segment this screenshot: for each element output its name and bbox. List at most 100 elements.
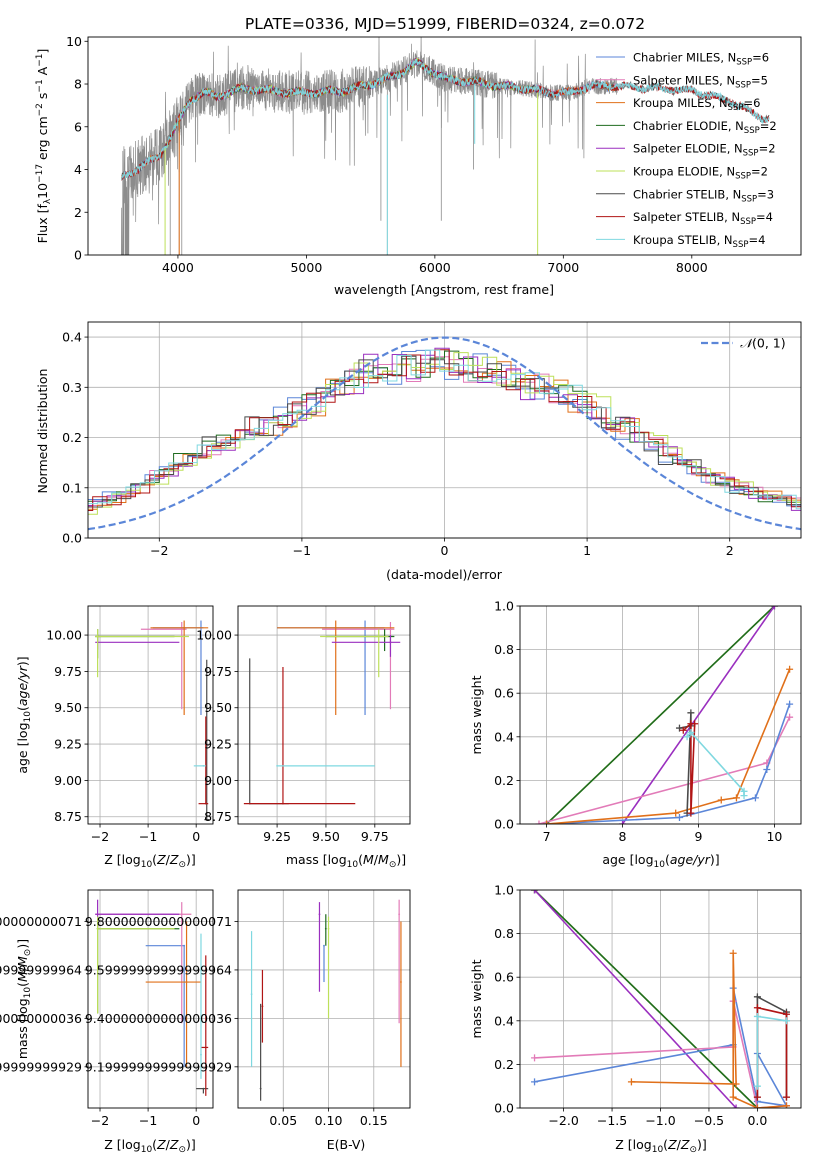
weight-marker	[753, 1082, 761, 1090]
x-tick-label: 1	[583, 543, 591, 558]
weight-line	[756, 1015, 787, 1087]
weight-marker	[786, 700, 794, 708]
weight-line	[546, 703, 791, 824]
data-point	[200, 1053, 202, 1056]
weight-marker	[770, 606, 778, 610]
x-axis-label: Z [log10(Z/Z⊙)]	[615, 1137, 707, 1155]
legend-tail: =3	[757, 187, 774, 201]
x-tick-label: −2	[150, 543, 168, 558]
y-axis-label: Flux [fλ10−17 erg cm−2 s−1 A−1]	[35, 49, 53, 244]
y-axis-label: age [log10(age/yr)]	[15, 656, 33, 773]
age-vs-metallicity-panel: −2 −1 0 8.75 9.00 9.25 9.50 9.75 10.00 Z [log10(Z…	[15, 605, 214, 870]
data-point	[261, 1005, 264, 1008]
data-point	[324, 927, 327, 930]
legend-name: Chabrier STELIB, N	[633, 187, 741, 201]
model-spectrum	[120, 58, 770, 181]
y-tick-label: 8	[74, 77, 82, 92]
data-point	[318, 913, 321, 916]
legend-tail: =4	[756, 210, 773, 224]
data-point	[334, 626, 337, 629]
weight-marker	[729, 949, 737, 957]
legend-label: Kroupa MILES, NSSP=6	[633, 96, 760, 113]
y-tick-label: 9.80000000000000071	[0, 914, 82, 929]
gaussian-curve	[88, 336, 801, 531]
weight-marker	[531, 1078, 539, 1086]
y-tick-label: 0.0	[494, 817, 514, 832]
weight-marker	[782, 1010, 790, 1018]
weight-marker	[675, 724, 683, 732]
x-tick-label: 6000	[419, 260, 451, 275]
legend-label: 𝒩(0, 1)	[740, 336, 786, 351]
weight-marker	[531, 1054, 539, 1062]
data-point	[180, 628, 183, 631]
y-tick-label: 9.00	[204, 773, 232, 788]
y-axis-label: mass weight	[469, 959, 484, 1038]
plot-area	[535, 606, 794, 824]
data-point	[96, 635, 99, 638]
legend-name: Chabrier MILES, N	[633, 51, 736, 65]
legend-sub: SSP	[728, 103, 744, 113]
weight-marker	[732, 1080, 740, 1088]
histogram-series	[88, 356, 801, 507]
histogram-series	[88, 355, 801, 508]
x-tick-label: 0	[441, 543, 449, 558]
data-point	[282, 802, 284, 805]
y-tick-label: 10	[66, 34, 82, 49]
y-tick-label: 0.6	[494, 970, 514, 985]
y-tick-label: 9.19999999999999929	[85, 1059, 232, 1074]
y-tick-label: 9.50	[204, 700, 232, 715]
x-tick-label: 7000	[547, 260, 579, 275]
x-tick-label: 0.10	[315, 1113, 343, 1128]
x-tick-label: −2	[91, 829, 109, 844]
data-point	[400, 981, 402, 983]
weight-marker	[717, 796, 725, 804]
weight-marker	[753, 1104, 761, 1108]
x-tick-label: 0.15	[360, 1113, 388, 1128]
legend-name: Salpeter ELODIE, N	[633, 142, 743, 156]
data-point	[96, 913, 99, 916]
legend-label: Kroupa ELODIE, NSSP=2	[633, 165, 768, 182]
y-tick-label: 10.00	[46, 628, 82, 643]
weight-marker	[786, 713, 794, 721]
weight-vs-metallicity-panel: −2.0 −1.5 −1.0 −0.5 0.0 0.0 0.2 0.4 0.6 0.8 1.0 Z […	[469, 883, 802, 1155]
y-tick-label: 9.59999999999999964	[0, 962, 82, 977]
data-point	[389, 641, 392, 644]
x-tick-label: 10	[766, 829, 782, 844]
x-tick-label: −1	[139, 829, 157, 844]
x-tick-label: 0.0	[747, 1113, 767, 1128]
y-tick-label: 9.25	[204, 737, 232, 752]
x-axis-label: wavelength [Angstrom, rest frame]	[334, 282, 554, 297]
x-axis-label: E(B-V)	[327, 1137, 366, 1152]
legend-name: Chabrier ELODIE, N	[633, 119, 744, 133]
y-tick-label: 0.4	[494, 1013, 514, 1028]
weight-line	[679, 712, 692, 814]
legend-tail: =4	[748, 233, 765, 247]
y-tick-label: 8.75	[204, 809, 232, 824]
plot-area	[88, 336, 801, 531]
weight-marker	[732, 1104, 740, 1108]
weight-line	[534, 987, 788, 1107]
figure-title: PLATE=0336, MJD=51999, FIBERID=0324, z=0…	[245, 15, 645, 33]
histogram-series	[88, 361, 801, 510]
axes-frame	[519, 889, 802, 1109]
weight-line	[546, 668, 791, 824]
weight-vs-age-panel: 7 8 9 10 0.0 0.2 0.4 0.6 0.8 1.0 age [log10(age/yr…	[469, 599, 802, 870]
y-tick-label: 0.4	[62, 330, 82, 345]
x-tick-label: −1	[139, 1113, 157, 1128]
spectrum-panel: 4000 5000 6000 7000 8000 0 2 4 6 8 10 wavelength [A…	[35, 34, 802, 297]
axes-frame	[87, 36, 802, 256]
axes-frame	[87, 605, 214, 825]
age-vs-mass-panel: 9.25 9.50 9.75 8.75 9.00 9.25 9.50 9.75 10.00 mas…	[196, 605, 411, 870]
weight-marker	[691, 720, 699, 728]
y-tick-label: 9.00	[54, 773, 82, 788]
legend-label: Chabrier STELIB, NSSP=3	[633, 187, 774, 204]
data-point	[377, 635, 380, 638]
legend-tail: =5	[751, 73, 768, 87]
weight-marker	[751, 794, 759, 802]
y-tick-label: 10.00	[196, 628, 232, 643]
x-tick-label: −1.0	[645, 1113, 675, 1128]
mass-vs-metallicity-panel: −2 −1 0 9.19999999999999929 9.40000000000000…	[0, 889, 214, 1155]
weight-marker	[619, 820, 627, 824]
x-tick-label: 7	[543, 829, 551, 844]
